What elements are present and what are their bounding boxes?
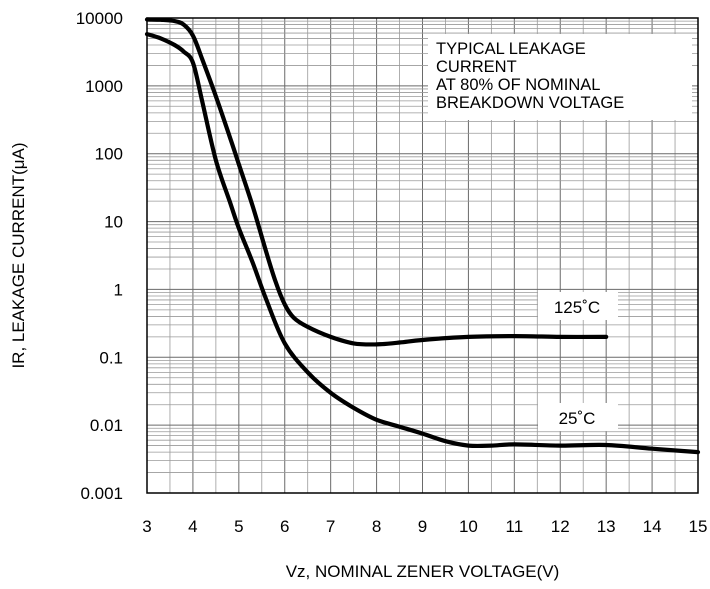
x-tick-label: 11 <box>506 517 524 536</box>
annotation-background <box>428 34 692 120</box>
x-tick-label: 13 <box>597 517 616 536</box>
grid <box>147 18 698 493</box>
y-tick-label: 10000 <box>76 9 123 28</box>
series-label-125c: 125˚C <box>554 298 600 317</box>
y-axis-title: IR, LEAKAGE CURRENT(μA) <box>9 142 28 368</box>
x-tick-label: 10 <box>459 517 478 536</box>
x-tick-label: 8 <box>372 517 381 536</box>
x-tick-label: 7 <box>326 517 335 536</box>
x-tick-label: 15 <box>689 517 708 536</box>
x-tick-label: 6 <box>280 517 289 536</box>
y-tick-label: 1 <box>114 280 123 299</box>
y-tick-label: 1000 <box>85 77 123 96</box>
y-tick-label: 0.01 <box>90 416 123 435</box>
annotation-line-2: CURRENT <box>436 58 517 76</box>
series-line-125c <box>144 17 609 347</box>
series-label-25c-background <box>538 403 618 431</box>
annotation-line-4: BREAKDOWN VOLTAGE <box>436 94 624 112</box>
y-tick-label: 10 <box>104 213 123 232</box>
x-tick-label: 14 <box>643 517 662 536</box>
series-lines <box>144 17 701 455</box>
series-label-125c-background <box>538 292 618 320</box>
x-tick-label: 12 <box>551 517 570 536</box>
annotation-line-1: TYPICAL LEAKAGE <box>436 40 586 58</box>
series-label-25c: 25˚C <box>559 409 596 428</box>
x-tick-label: 4 <box>188 517 197 536</box>
y-tick-label: 0.1 <box>99 348 123 367</box>
plot-frame <box>146 17 699 494</box>
x-tick-label: 9 <box>418 517 427 536</box>
annotation-line-3: AT 80% OF NOMINAL <box>436 76 600 94</box>
y-tick-label: 100 <box>95 145 123 164</box>
x-tick-label: 3 <box>142 517 151 536</box>
y-axis-ticks: 0.001 0.01 0.1 1 10 100 1000 10000 <box>76 9 123 503</box>
series-line-25c <box>144 32 701 455</box>
x-tick-label: 5 <box>234 517 243 536</box>
y-tick-label: 0.001 <box>80 484 123 503</box>
x-axis-ticks: 3 4 5 6 7 8 9 10 11 12 13 14 15 <box>142 517 707 536</box>
x-axis-title: Vz, NOMINAL ZENER VOLTAGE(V) <box>286 562 560 581</box>
